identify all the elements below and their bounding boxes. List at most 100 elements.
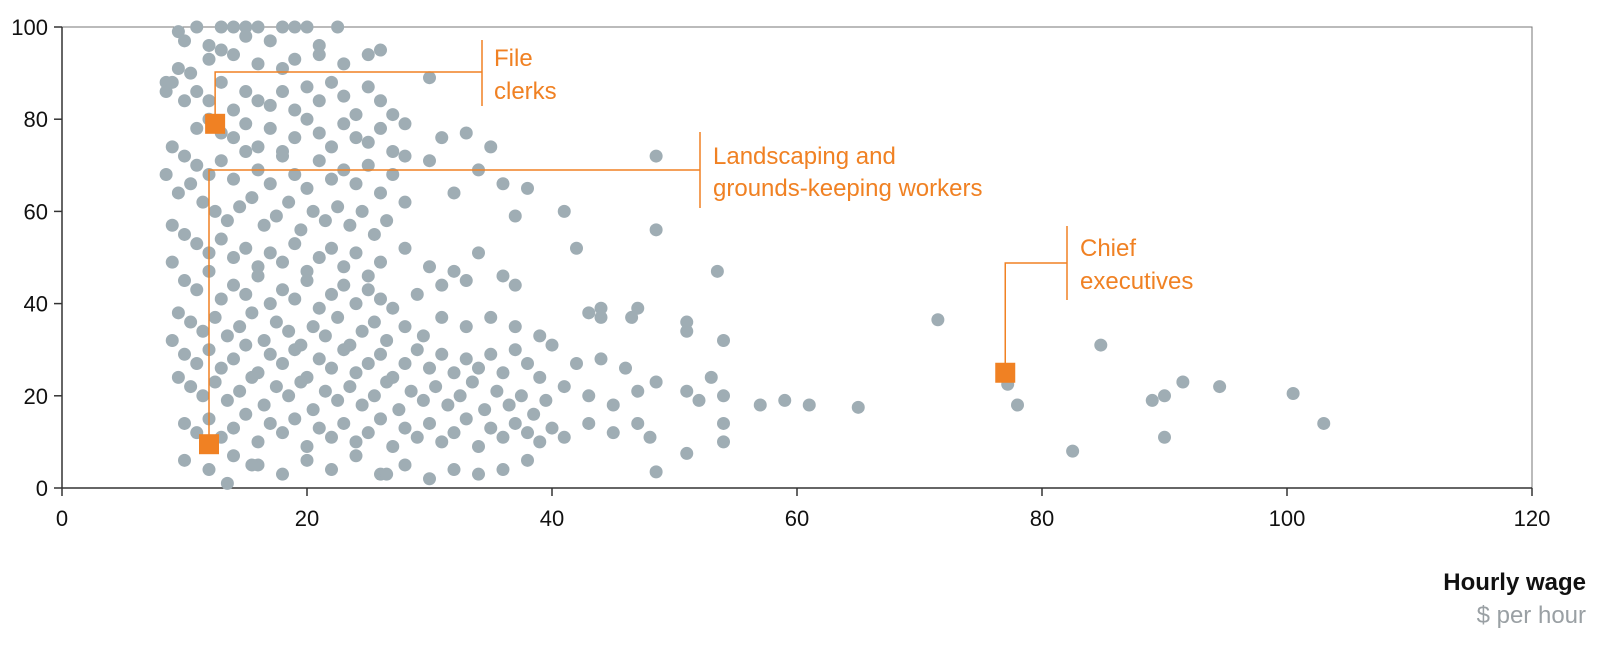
scatter-point: [257, 333, 271, 347]
scatter-point: [276, 20, 289, 34]
scatter-point: [361, 80, 375, 94]
scatter-point: [349, 449, 363, 463]
y-tick-label: 0: [36, 476, 48, 501]
scatter-point: [312, 154, 326, 168]
scatter-point: [331, 200, 345, 214]
scatter-point: [325, 172, 338, 186]
scatter-point: [171, 61, 185, 75]
scatter-point: [717, 416, 730, 430]
scatter-point: [214, 154, 228, 168]
scatter-point: [521, 357, 534, 371]
annotation-file-clerks: File: [494, 45, 533, 72]
scatter-point: [386, 168, 400, 182]
scatter-point: [190, 85, 204, 99]
scatter-point: [349, 131, 363, 145]
scatter-point: [367, 389, 381, 403]
scatter-point: [349, 177, 363, 191]
scatter-point: [239, 407, 253, 421]
scatter-point: [717, 435, 730, 449]
scatter-point: [239, 144, 253, 158]
scatter-point: [251, 94, 265, 108]
scatter-point: [447, 426, 461, 440]
scatter-point: [171, 186, 185, 200]
scatter-point: [416, 329, 430, 343]
scatter-point: [202, 38, 216, 52]
highlight-point: [205, 113, 226, 134]
scatter-point: [178, 94, 191, 108]
scatter-point: [257, 218, 271, 232]
scatter-point: [325, 241, 338, 255]
scatter-point: [435, 131, 449, 145]
scatter-point: [196, 195, 210, 209]
scatter-point: [337, 117, 351, 131]
scatter-point: [1317, 416, 1331, 430]
scatter-point: [361, 283, 375, 297]
scatter-point: [263, 246, 277, 260]
scatter-point: [227, 131, 240, 145]
scatter-point: [521, 453, 534, 467]
scatter-point: [717, 333, 730, 347]
scatter-point: [374, 292, 387, 306]
scatter-point: [539, 393, 553, 407]
scatter-point: [398, 195, 412, 209]
scatter-point: [410, 430, 424, 444]
scatter-point: [710, 264, 724, 278]
annotation-chief-executives: Chief: [1080, 235, 1136, 262]
scatter-point: [171, 370, 185, 384]
x-tick-label: 20: [295, 506, 319, 531]
scatter-point: [178, 453, 191, 467]
scatter-point: [165, 140, 179, 154]
scatter-point: [178, 347, 191, 361]
scatter-point: [165, 75, 179, 89]
scatter-point: [410, 287, 424, 301]
scatter-point: [380, 333, 394, 347]
scatter-point: [435, 278, 449, 292]
scatter-point: [374, 121, 387, 135]
scatter-point: [220, 329, 234, 343]
scatter-point: [214, 75, 228, 89]
scatter-point: [582, 416, 596, 430]
scatter-point: [282, 195, 296, 209]
scatter-point: [594, 352, 608, 366]
scatter-point: [178, 34, 191, 48]
scatter-point: [288, 52, 302, 66]
scatter-point: [533, 370, 547, 384]
scatter-point: [325, 287, 338, 301]
scatter-point: [208, 310, 222, 324]
scatter-point: [435, 310, 449, 324]
scatter-point: [386, 301, 400, 315]
scatter-point: [318, 384, 332, 398]
scatter-point: [606, 426, 620, 440]
scatter-point: [361, 48, 375, 62]
annotation-landscaping: grounds-keeping workers: [713, 175, 982, 202]
scatter-point: [398, 421, 412, 435]
scatter-point: [312, 421, 326, 435]
scatter-point: [625, 310, 639, 324]
scatter-point: [692, 393, 706, 407]
scatter-point: [263, 297, 277, 311]
scatter-point: [496, 269, 510, 283]
scatter-point: [202, 52, 216, 66]
scatter-point: [398, 458, 412, 472]
scatter-point: [337, 57, 351, 71]
scatter-point: [337, 260, 351, 274]
scatter-point: [484, 140, 498, 154]
scatter-point: [1145, 393, 1159, 407]
scatter-point: [570, 241, 583, 255]
scatter-point: [594, 301, 608, 315]
scatter-point: [392, 403, 406, 417]
scatter-point: [557, 380, 571, 394]
scatter-point: [478, 403, 492, 417]
scatter-point: [349, 108, 363, 122]
scatter-point: [374, 94, 387, 108]
scatter-point: [239, 338, 253, 352]
scatter-point: [582, 389, 596, 403]
scatter-point: [361, 135, 375, 149]
scatter-chart: 0 20 40 60 80 100 120 0 20 40 60 80 100 File clerks La…: [11, 15, 1550, 531]
scatter-point: [300, 112, 314, 126]
x-tick-label: 100: [1269, 506, 1306, 531]
scatter-point: [276, 61, 289, 75]
scatter-point: [472, 246, 485, 260]
scatter-point: [276, 357, 289, 371]
scatter-point: [190, 121, 204, 135]
